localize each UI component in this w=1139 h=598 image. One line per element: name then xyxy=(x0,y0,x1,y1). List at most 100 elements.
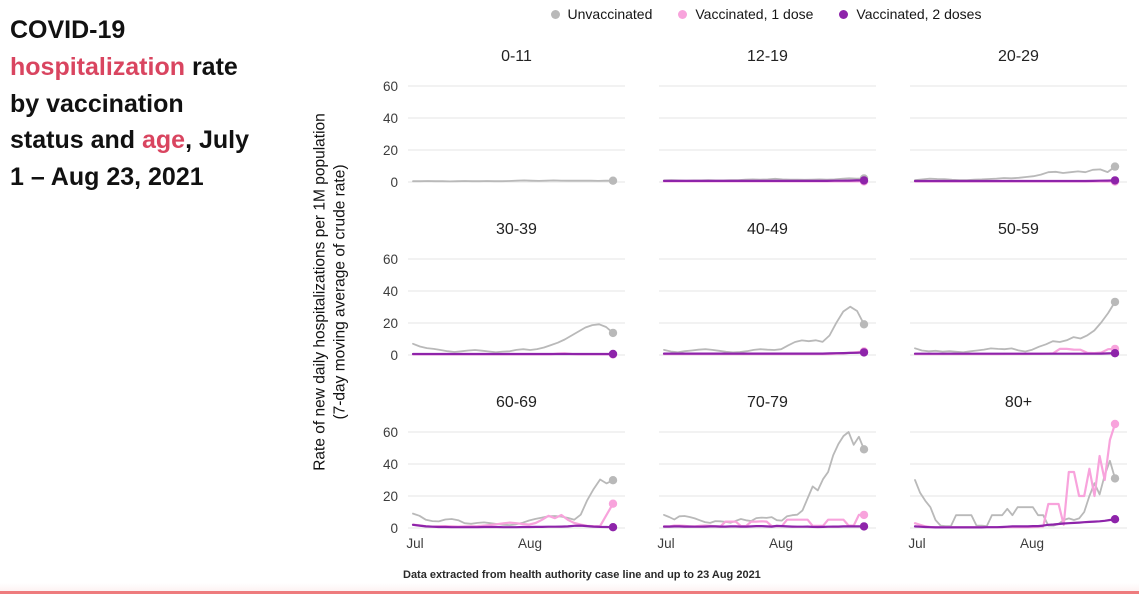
series-end-dot-unvaccinated xyxy=(1110,474,1120,483)
facet-plot: 0 20 40 60 xyxy=(383,79,625,190)
title-segment: rate by vaccination status and xyxy=(10,52,238,155)
legend-label: Vaccinated, 1 dose xyxy=(695,6,814,22)
facet-panel-80+: 80+ Jul Aug xyxy=(908,386,1127,560)
title-accent-segment: age xyxy=(141,126,186,155)
facet-plot xyxy=(659,258,876,357)
facet-plot: Jul Aug xyxy=(657,431,876,551)
legend-item-unvaccinated: Unvaccinated xyxy=(550,6,653,22)
series-end-dot-one_dose xyxy=(1110,419,1120,429)
y-tick-label: 0 xyxy=(390,348,398,363)
facet-plot xyxy=(910,258,1127,358)
facet-panel-50-59: 50-59 xyxy=(910,213,1127,362)
legend-label: Vaccinated, 2 doses xyxy=(856,6,982,22)
y-axis-title-line1: Rate of new daily hospitalizations per 1… xyxy=(311,113,329,471)
facet-title: 50-59 xyxy=(998,221,1039,238)
facet-panel-20-29: 20-29 xyxy=(910,40,1127,189)
series-line-unvaccinated xyxy=(914,165,1116,182)
x-tick-label: Aug xyxy=(769,536,793,551)
title-segment: COVID-19 xyxy=(10,16,126,44)
title-accent-segment: hospitalization xyxy=(10,52,185,81)
series-line-unvaccinated xyxy=(663,305,865,354)
series-end-dot-two_doses xyxy=(1110,515,1120,524)
series-line-unvaccinated xyxy=(412,323,614,354)
series-end-dot-unvaccinated xyxy=(859,445,869,454)
facet-title: 40-49 xyxy=(747,221,788,238)
y-tick-label: 20 xyxy=(383,143,398,158)
series-end-dot-unvaccinated xyxy=(608,328,618,338)
series-end-dot-unvaccinated xyxy=(608,176,618,185)
series-end-dot-two_doses xyxy=(859,522,869,531)
series-line-unvaccinated xyxy=(663,431,865,524)
facet-panel-60-69: 60-69 0 20 40 60 Jul Aug xyxy=(383,386,625,560)
series-line-two_doses xyxy=(411,523,615,529)
series-line-two_doses xyxy=(913,179,1117,183)
legend-label: Unvaccinated xyxy=(567,6,653,22)
series-end-dot-two_doses xyxy=(859,176,869,185)
legend-dot-icon xyxy=(839,9,849,19)
series-end-dot-two_doses xyxy=(608,523,618,532)
facet-title: 60-69 xyxy=(496,394,537,411)
series-end-dot-unvaccinated xyxy=(1110,297,1120,307)
facet-panel-40-49: 40-49 xyxy=(659,213,876,362)
series-end-dot-unvaccinated xyxy=(1110,162,1120,171)
facet-plot xyxy=(910,85,1127,186)
facet-title: 0-11 xyxy=(501,48,532,65)
series-line-two_doses xyxy=(913,352,1117,355)
series-end-dot-unvaccinated xyxy=(859,320,869,329)
facet-plot xyxy=(659,85,876,186)
facet-panel-30-39: 30-39 0 20 40 60 xyxy=(383,213,625,363)
source-note: Data extracted from health authority cas… xyxy=(403,569,761,581)
y-tick-label: 60 xyxy=(383,79,398,94)
series-end-dot-two_doses xyxy=(1110,349,1120,358)
series-line-unvaccinated xyxy=(914,301,1116,354)
series-line-unvaccinated xyxy=(412,179,614,183)
y-tick-label: 20 xyxy=(383,489,398,504)
y-axis-title: Rate of new daily hospitalizations per 1… xyxy=(311,40,353,545)
legend-item-vaccinated-1-dose: Vaccinated, 1 dose xyxy=(678,6,813,22)
legend-item-vaccinated-2-doses: Vaccinated, 2 doses xyxy=(839,6,981,22)
series-line-two_doses xyxy=(913,518,1117,529)
y-tick-label: 40 xyxy=(383,111,398,126)
facet-title: 30-39 xyxy=(496,221,537,238)
y-tick-label: 0 xyxy=(390,521,398,536)
bottom-accent-wash xyxy=(0,583,1139,591)
y-tick-label: 40 xyxy=(383,284,398,299)
y-tick-label: 40 xyxy=(383,457,398,472)
facet-title: 12-19 xyxy=(747,48,788,65)
series-line-two_doses xyxy=(662,179,866,183)
facet-panel-0-11: 0-11 0 20 40 60 xyxy=(383,40,625,190)
facet-plot: Jul Aug xyxy=(908,419,1127,551)
series-line-unvaccinated xyxy=(914,459,1116,527)
x-tick-label: Jul xyxy=(406,536,423,551)
series-line-two_doses xyxy=(662,351,866,355)
series-line-unvaccinated xyxy=(412,478,614,526)
y-tick-label: 60 xyxy=(383,252,398,267)
series-line-one_dose xyxy=(662,513,866,528)
page-title: COVID-19 hospitalization rate by vaccina… xyxy=(10,12,262,196)
legend-dot-icon xyxy=(678,9,688,19)
series-line-one_dose xyxy=(411,502,615,528)
chart-legend: Unvaccinated Vaccinated, 1 dose Vaccinat… xyxy=(398,6,1134,22)
title-segment: , July 1 – Aug 23, 2021 xyxy=(10,126,249,191)
facet-title: 70-79 xyxy=(747,394,788,411)
x-tick-label: Aug xyxy=(1020,536,1044,551)
facet-grid: 0-11 0 20 40 60 12-19 20-29 30-39 0 20 40 60 40-49 50… xyxy=(383,40,1127,560)
series-end-dot-unvaccinated xyxy=(608,476,618,485)
series-end-dot-two_doses xyxy=(1110,176,1120,185)
facet-panel-12-19: 12-19 xyxy=(659,40,876,189)
facet-title: 80+ xyxy=(1004,394,1033,411)
facet-title: 20-29 xyxy=(998,48,1039,65)
x-tick-label: Jul xyxy=(657,536,674,551)
y-tick-label: 20 xyxy=(383,316,398,331)
y-axis-title-line2: (7-day moving average of crude rate) xyxy=(331,164,349,420)
facet-panel-70-79: 70-79 Jul Aug xyxy=(657,386,876,560)
series-end-dot-two_doses xyxy=(608,349,618,359)
series-end-dot-one_dose xyxy=(608,499,618,508)
x-tick-label: Aug xyxy=(518,536,542,551)
y-tick-label: 60 xyxy=(383,425,398,440)
series-line-two_doses xyxy=(662,524,866,529)
facet-plot: 0 20 40 60 xyxy=(383,252,625,363)
x-tick-label: Jul xyxy=(908,536,925,551)
facet-plot: 0 20 40 60 Jul Aug xyxy=(383,425,625,551)
